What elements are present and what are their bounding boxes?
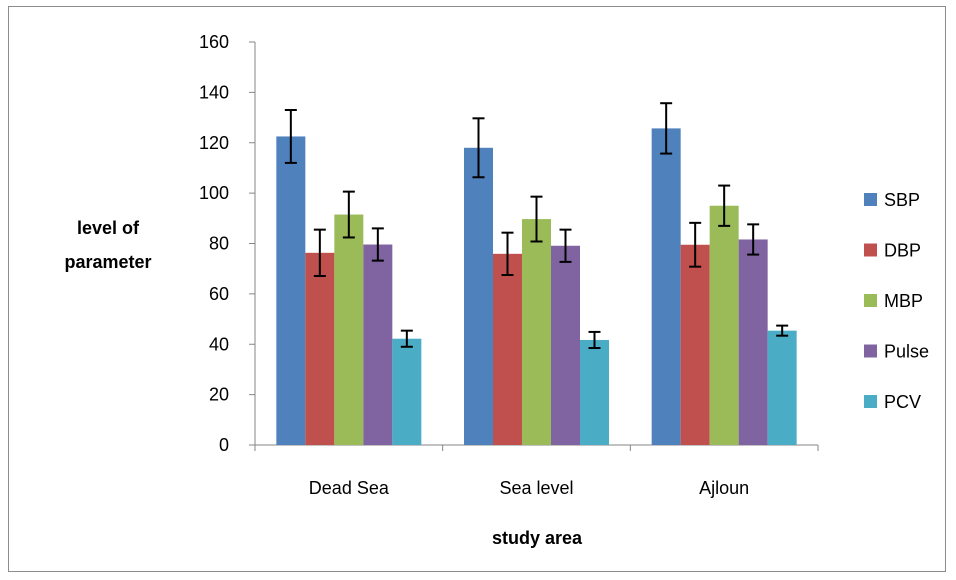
legend-label-sbp: SBP <box>884 190 920 210</box>
legend-swatch-pulse <box>864 344 877 358</box>
legend-label-pcv: PCV <box>884 392 921 412</box>
legend-label-pulse: Pulse <box>884 342 929 362</box>
error-bars <box>284 102 789 350</box>
legend-swatch-mbp <box>864 294 877 307</box>
y-tick-label: 40 <box>209 334 229 354</box>
x-tick-label: Sea level <box>499 478 573 498</box>
bar-dbp-0 <box>305 252 335 445</box>
bar-mbp-0 <box>334 214 364 445</box>
y-tick-label: 120 <box>199 133 229 153</box>
bar-dbp-2 <box>680 244 710 445</box>
bar-pulse-2 <box>738 239 768 445</box>
bar-mbp-1 <box>522 219 551 445</box>
bar-sbp-1 <box>464 147 493 445</box>
bar-pcv-0 <box>392 338 422 445</box>
x-tick-label: Dead Sea <box>309 478 390 498</box>
legend-swatch-pcv <box>864 395 877 408</box>
x-tick-label: Ajloun <box>699 478 749 498</box>
y-axis-title-line-1: level of <box>77 218 140 238</box>
y-axis: 0 20 40 60 80 100 120 140 160 <box>199 32 256 455</box>
y-tick-label: 60 <box>209 284 229 304</box>
y-tick-label: 160 <box>199 32 229 52</box>
x-axis-title: study area <box>492 528 583 548</box>
legend: SBP DBP MBP Pulse PCV <box>864 190 929 412</box>
bar-sbp-2 <box>651 128 681 445</box>
legend-swatch-sbp <box>864 193 877 206</box>
y-tick-label: 80 <box>209 234 229 254</box>
bar-pulse-0 <box>363 244 393 445</box>
legend-label-dbp: DBP <box>884 241 921 261</box>
bar-pcv-2 <box>767 330 797 445</box>
x-axis: Dead Sea Sea level Ajloun <box>254 444 819 498</box>
bars <box>276 128 797 445</box>
bar-pcv-1 <box>580 339 609 445</box>
legend-swatch-dbp <box>864 243 877 257</box>
y-tick-label: 140 <box>199 82 229 102</box>
bar-mbp-2 <box>709 205 739 445</box>
y-tick-label: 20 <box>209 385 229 405</box>
bar-sbp-0 <box>276 136 306 445</box>
y-tick-label: 100 <box>199 183 229 203</box>
y-axis-title-line-2: parameter <box>64 252 151 272</box>
bar-dbp-1 <box>493 253 522 445</box>
legend-label-mbp: MBP <box>884 291 923 311</box>
y-tick-label: 0 <box>219 435 229 455</box>
bar-pulse-1 <box>551 245 580 445</box>
